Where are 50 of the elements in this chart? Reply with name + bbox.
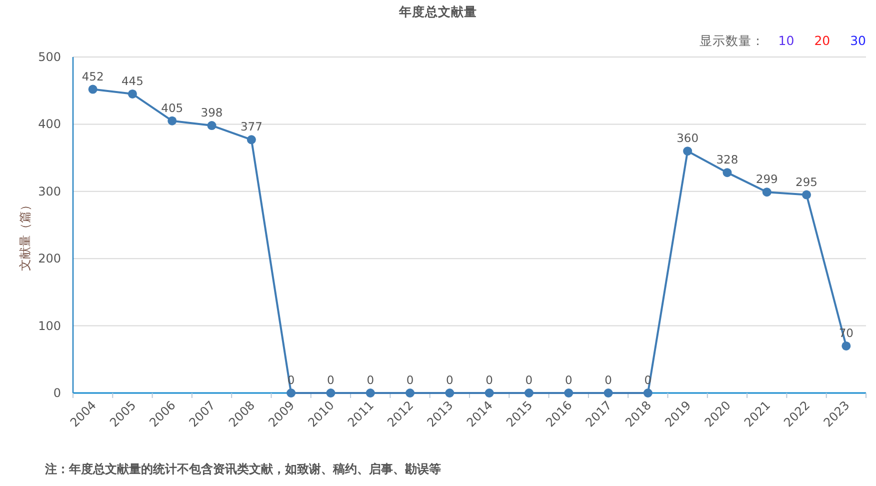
point bbox=[246, 135, 256, 144]
point bbox=[286, 388, 296, 398]
point bbox=[564, 388, 574, 398]
data-label: 299 bbox=[756, 172, 778, 186]
y-tick-label: 200 bbox=[38, 252, 61, 266]
text: 注：年度总文献量的统计不包含资讯类文献，如致谢、稿约、启事、勘误等 bbox=[44, 462, 441, 476]
data-label: 360 bbox=[676, 131, 699, 146]
point bbox=[128, 89, 137, 98]
point bbox=[604, 388, 613, 398]
y-axis-title: 文献量（篇） bbox=[18, 199, 32, 271]
point bbox=[802, 190, 812, 200]
point bbox=[643, 388, 652, 398]
data-label: 0 bbox=[446, 373, 454, 387]
y-tick-label: 400 bbox=[38, 117, 61, 132]
data-label: 398 bbox=[200, 106, 223, 120]
y-tick-label: 0 bbox=[53, 386, 61, 400]
point bbox=[168, 116, 177, 126]
point bbox=[683, 146, 692, 156]
text: 20 bbox=[814, 33, 830, 48]
text: 30 bbox=[850, 33, 866, 48]
point bbox=[722, 168, 732, 178]
point bbox=[484, 388, 494, 398]
data-label: 0 bbox=[604, 373, 612, 387]
data-label: 0 bbox=[366, 373, 374, 387]
data-label: 328 bbox=[716, 152, 738, 167]
point bbox=[445, 388, 454, 398]
data-label: 0 bbox=[327, 373, 334, 387]
y-tick-label: 500 bbox=[38, 50, 61, 64]
data-label: 0 bbox=[406, 373, 414, 387]
point bbox=[326, 388, 336, 398]
chart-title: 年度总文献量 bbox=[398, 4, 477, 19]
point bbox=[88, 84, 98, 94]
data-label: 0 bbox=[486, 373, 493, 387]
data-label: 445 bbox=[122, 74, 144, 88]
point bbox=[207, 121, 216, 130]
data-label: 452 bbox=[82, 69, 104, 84]
data-label: 405 bbox=[161, 100, 184, 115]
data-label: 0 bbox=[525, 373, 533, 387]
point bbox=[366, 388, 375, 398]
data-label: 295 bbox=[796, 174, 818, 189]
point bbox=[524, 388, 534, 398]
data-label: 377 bbox=[240, 120, 262, 134]
point bbox=[406, 388, 415, 398]
y-tick-label: 100 bbox=[38, 318, 61, 333]
data-label: 0 bbox=[564, 373, 572, 387]
text: 10 bbox=[778, 33, 794, 48]
text: 显示数量： bbox=[699, 33, 764, 48]
y-tick-label: 300 bbox=[38, 184, 61, 198]
point bbox=[762, 188, 772, 197]
point bbox=[842, 341, 851, 350]
